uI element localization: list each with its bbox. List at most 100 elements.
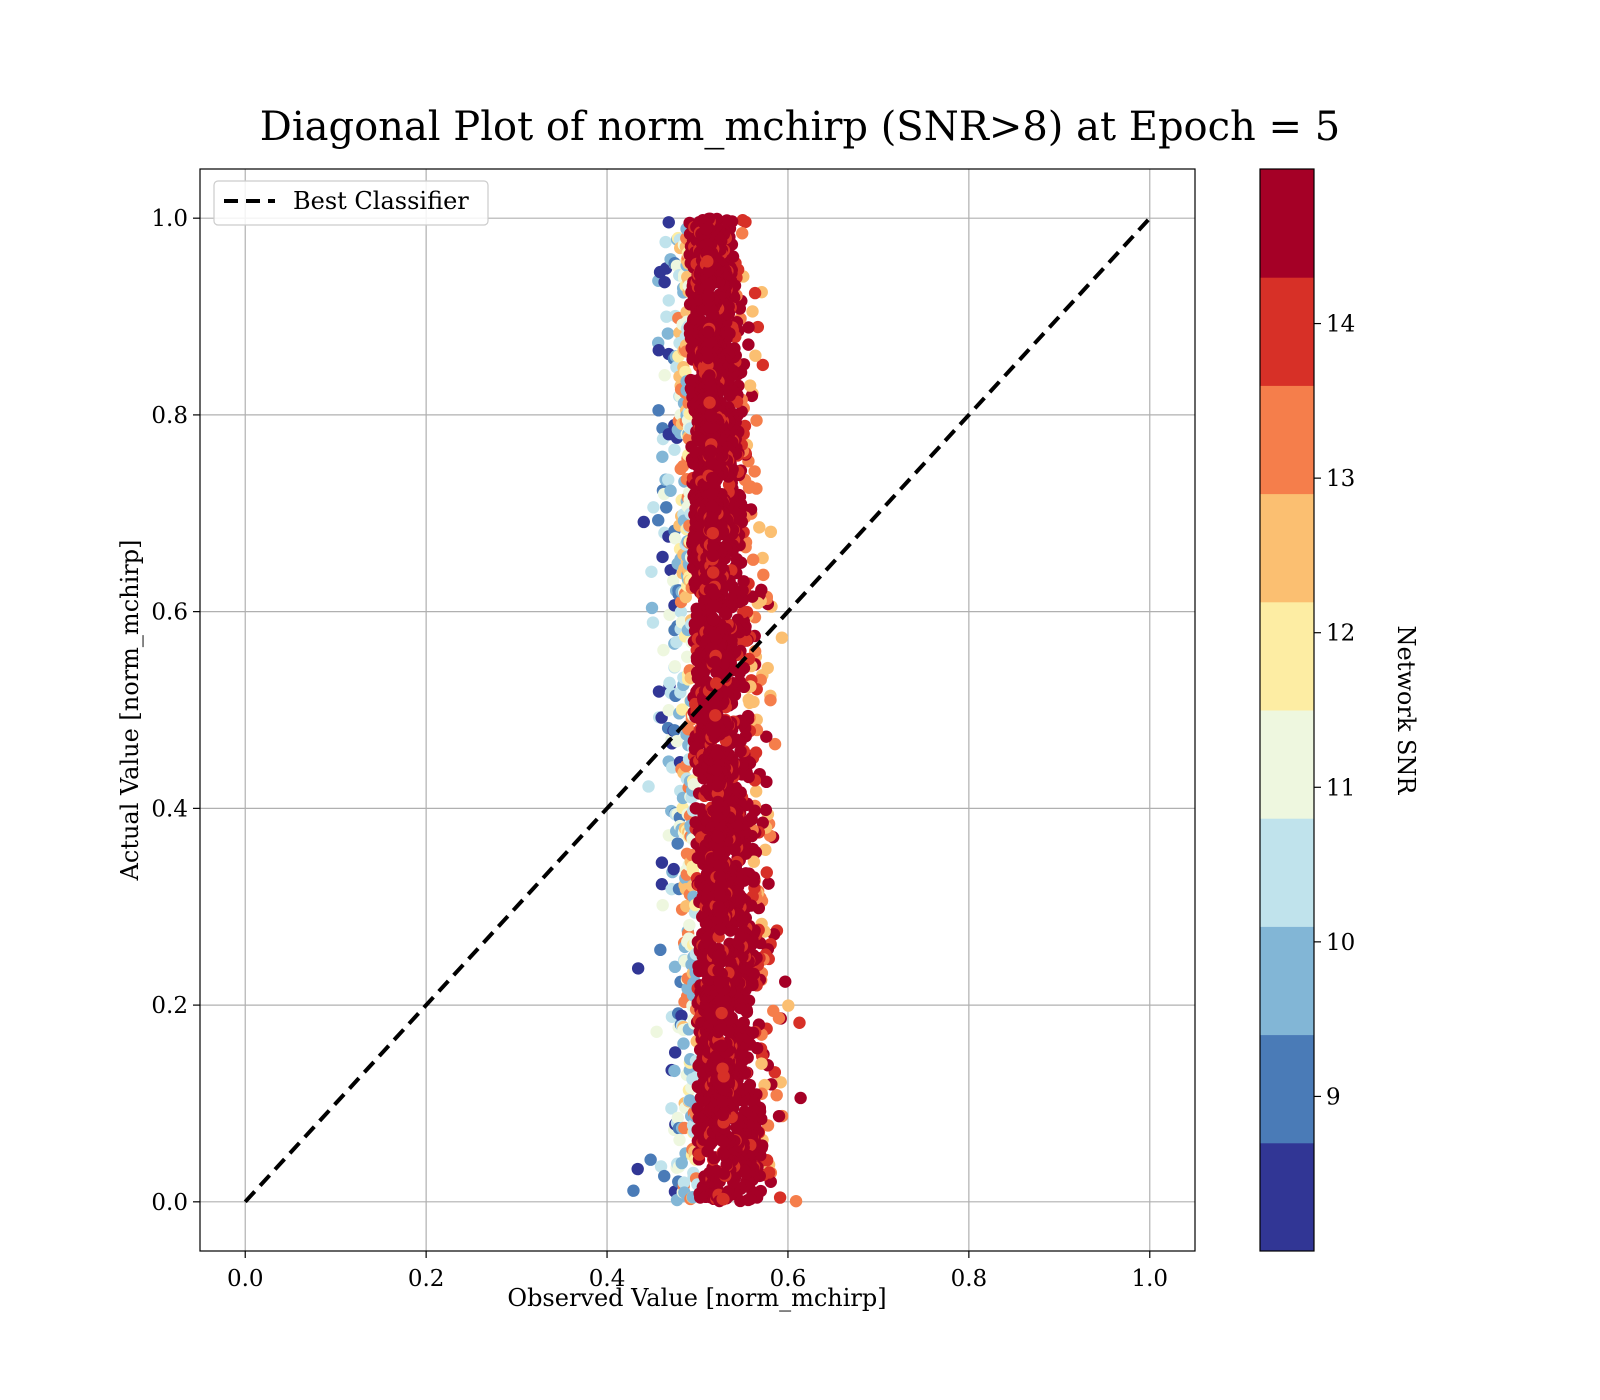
- colorbar-bin: [1260, 710, 1314, 819]
- scatter-point: [706, 526, 719, 540]
- scatter-point: [656, 898, 669, 912]
- scatter-point: [699, 222, 713, 236]
- scatter-point: [745, 389, 759, 403]
- scatter-point: [742, 338, 755, 351]
- colorbar-bin: [1260, 277, 1314, 386]
- colorbar-tick-label: 12: [1326, 621, 1355, 647]
- x-tick-label: 0.6: [770, 1266, 807, 1292]
- scatter-point: [668, 1046, 682, 1059]
- scatter-point: [770, 1088, 783, 1102]
- scatter-point: [659, 235, 672, 249]
- scatter-point: [679, 590, 693, 604]
- scatter-point: [710, 677, 723, 690]
- colorbar-bin: [1260, 493, 1314, 603]
- scatter-point: [702, 325, 715, 339]
- scatter-point: [631, 962, 645, 975]
- scatter-point: [724, 924, 737, 937]
- scatter-point: [675, 1009, 688, 1023]
- colorbar-tick-label: 13: [1326, 466, 1355, 492]
- scatter-points: [627, 212, 807, 1208]
- scatter-point: [631, 1162, 644, 1176]
- scatter-point: [735, 227, 749, 240]
- colorbar-bin: [1260, 1034, 1314, 1144]
- scatter-point: [705, 500, 719, 513]
- scatter-point: [644, 1153, 657, 1166]
- scatter-point: [747, 855, 761, 868]
- scatter-point: [756, 358, 770, 372]
- scatter-point: [779, 975, 792, 988]
- scatter-point: [712, 900, 725, 914]
- y-tick-label: 1.0: [151, 206, 188, 232]
- colorbar-tick-label: 11: [1326, 775, 1355, 801]
- colorbar-bin: [1260, 601, 1314, 711]
- scatter-point: [671, 837, 684, 850]
- scatter-point: [714, 923, 727, 936]
- scatter-point: [710, 666, 723, 679]
- scatter-point: [711, 830, 725, 844]
- scatter-point: [650, 1025, 663, 1039]
- scatter-point: [668, 1064, 681, 1078]
- scatter-point: [658, 369, 671, 382]
- scatter-point: [637, 515, 650, 529]
- scatter-point: [767, 928, 781, 941]
- scatter-point: [717, 1167, 731, 1180]
- scatter-point: [736, 214, 749, 227]
- scatter-point: [708, 699, 721, 712]
- scatter-point: [654, 943, 667, 957]
- scatter-point: [743, 379, 757, 392]
- colorbar-tick-label: 10: [1326, 930, 1355, 956]
- scatter-point: [652, 404, 665, 417]
- scatter-point: [746, 305, 759, 318]
- scatter-point: [733, 302, 747, 315]
- scatter-point: [665, 1102, 678, 1115]
- x-tick-label: 0.8: [951, 1266, 988, 1292]
- scatter-point: [737, 575, 750, 588]
- scatter-point: [714, 948, 727, 962]
- y-tick-label: 0.2: [151, 993, 188, 1019]
- plot-area: 0.0 0.2 0.4 0.6 0.8 1.0 0.0 0.2 0.4 0.6 0.8 1.0: [151, 168, 1196, 1292]
- scatter-point: [749, 349, 762, 362]
- scatter-point: [716, 1095, 729, 1108]
- scatter-point: [704, 444, 717, 457]
- scatter-point: [759, 843, 772, 857]
- scatter-point: [664, 484, 677, 497]
- colorbar-bin: [1260, 385, 1314, 495]
- scatter-point: [703, 396, 716, 409]
- scatter-point: [751, 320, 765, 334]
- scatter-point: [767, 1004, 780, 1018]
- scatter-point: [706, 566, 720, 579]
- scatter-point: [703, 335, 716, 349]
- scatter-point: [677, 1176, 691, 1189]
- scatter-point: [749, 785, 763, 798]
- scatter-point: [710, 763, 723, 777]
- scatter-point: [774, 1076, 787, 1089]
- chart-title: Diagonal Plot of norm_mchirp (SNR>8) at …: [260, 104, 1340, 150]
- scatter-point: [717, 1082, 730, 1096]
- scatter-point: [759, 803, 773, 817]
- scatter-point: [668, 660, 682, 673]
- scatter-point: [715, 1039, 728, 1052]
- scatter-point: [756, 551, 769, 565]
- scatter-point: [675, 703, 689, 716]
- scatter-point: [662, 473, 675, 486]
- scatter-point: [670, 735, 683, 748]
- scatter-point: [668, 724, 681, 737]
- scatter-point: [680, 650, 694, 664]
- y-axis-label: Actual Value [norm_mchirp]: [116, 540, 144, 882]
- scatter-point: [782, 999, 795, 1012]
- scatter-point: [655, 856, 669, 869]
- plot-frame: [199, 168, 1196, 1252]
- scatter-point: [716, 1108, 730, 1122]
- scatter-point: [717, 1193, 730, 1206]
- scatter-point: [701, 291, 715, 304]
- scatter-point: [714, 994, 727, 1007]
- scatter-point: [742, 652, 756, 666]
- scatter-point: [762, 877, 775, 890]
- colorbar-bins: [1260, 169, 1314, 1252]
- scatter-point: [710, 747, 724, 761]
- scatter-point: [748, 286, 762, 300]
- scatter-point: [652, 685, 666, 698]
- scatter-point: [705, 421, 718, 434]
- scatter-point: [687, 778, 701, 791]
- scatter-point: [706, 540, 720, 554]
